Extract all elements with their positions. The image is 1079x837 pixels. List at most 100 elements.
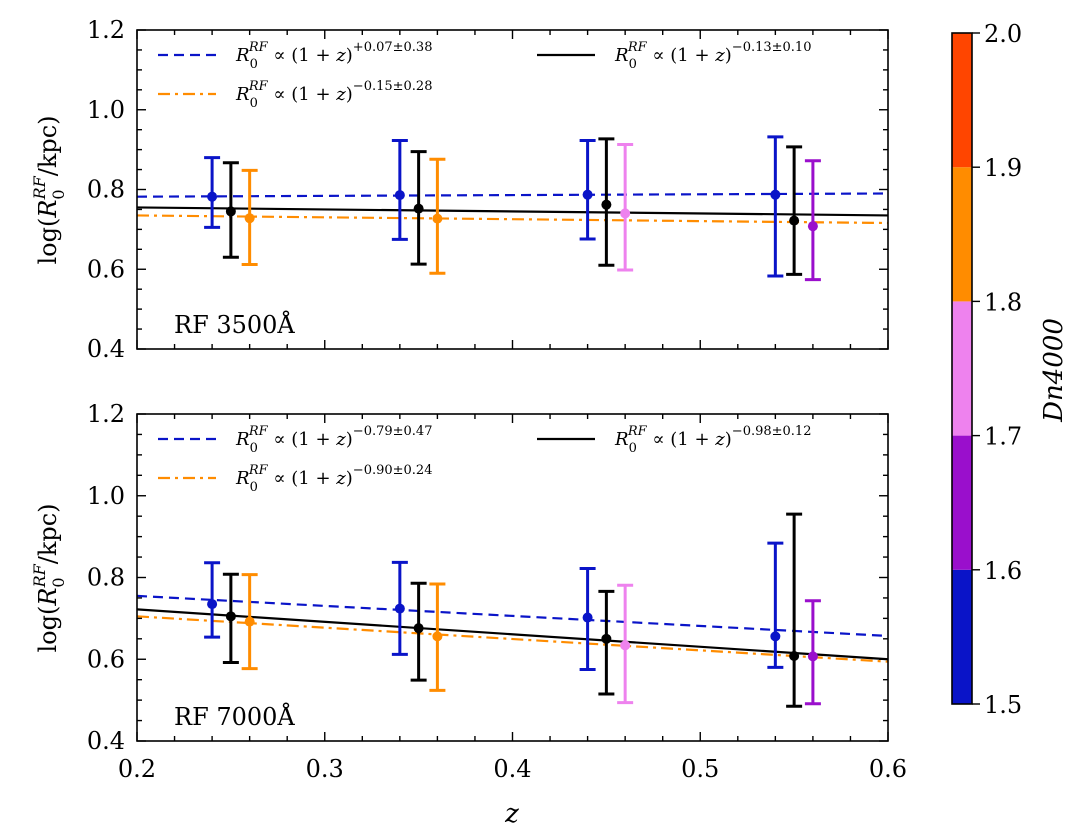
data-point-group bbox=[579, 138, 596, 241]
data-point bbox=[225, 206, 236, 217]
data-point bbox=[770, 189, 781, 200]
fit-line-blue bbox=[137, 594, 888, 638]
x-tick-label: 0.3 bbox=[306, 755, 344, 783]
colorbar-label: Dn4000 bbox=[1039, 318, 1069, 423]
data-point-group bbox=[241, 573, 258, 671]
data-point bbox=[432, 631, 443, 642]
data-point bbox=[413, 203, 424, 214]
panel-2: 0.4 0.6 0.8 1.0 1.2 RF 7000Å R0RF ∝ (1 + z)−0.… bbox=[87, 400, 889, 755]
data-point bbox=[789, 650, 800, 661]
fit-line-orange bbox=[137, 214, 888, 225]
colorbar-band bbox=[952, 167, 972, 302]
colorbar-band bbox=[952, 435, 972, 570]
data-point bbox=[225, 611, 236, 622]
data-point bbox=[413, 623, 424, 634]
fit-line-black bbox=[137, 608, 888, 661]
legend-entry-orange: R0RF ∝ (1 + z)−0.90±0.24 bbox=[158, 463, 432, 495]
y-tick-label: 0.4 bbox=[87, 335, 125, 363]
data-point-group bbox=[767, 135, 784, 278]
data-point bbox=[244, 213, 255, 224]
y-tick-label: 0.8 bbox=[87, 564, 125, 592]
y-tick-label: 0.6 bbox=[87, 255, 125, 283]
legend-label: R0RF ∝ (1 + z)+0.07±0.38 bbox=[235, 40, 432, 72]
legend-entry-black: R0RF ∝ (1 + z)−0.13±0.10 bbox=[537, 40, 811, 72]
panel-label: RF 3500Å bbox=[174, 310, 295, 339]
data-point-group bbox=[204, 561, 221, 639]
colorbar-frame bbox=[951, 32, 973, 705]
colorbar-tick-label: 1.7 bbox=[984, 423, 1022, 451]
data-point-group bbox=[410, 150, 427, 266]
data-point-group bbox=[786, 145, 803, 276]
data-point-group bbox=[241, 168, 258, 266]
x-tick-label: 0.2 bbox=[118, 755, 156, 783]
colorbar-band bbox=[952, 33, 972, 168]
data-point-group bbox=[429, 582, 446, 692]
x-tick-label: 0.5 bbox=[681, 755, 719, 783]
data-point bbox=[207, 599, 218, 610]
data-point bbox=[582, 612, 593, 623]
data-point bbox=[807, 221, 818, 232]
data-point-group bbox=[204, 156, 221, 229]
y-tick-label: 1.0 bbox=[87, 96, 125, 124]
data-point-group bbox=[222, 572, 239, 665]
data-point-group bbox=[804, 599, 821, 706]
colorbar-band bbox=[952, 301, 972, 436]
data-point bbox=[244, 616, 255, 627]
legend-entry-blue: R0RF ∝ (1 + z)+0.07±0.38 bbox=[158, 40, 432, 72]
data-point bbox=[620, 208, 631, 219]
fit-line-orange bbox=[137, 615, 888, 663]
legend-entry-black: R0RF ∝ (1 + z)−0.98±0.12 bbox=[537, 424, 811, 456]
fit-line-blue bbox=[137, 192, 888, 198]
y-axis-title: log(R0RF/kpc) bbox=[30, 115, 68, 264]
colorbar-tick-label: 1.5 bbox=[984, 691, 1022, 719]
data-point bbox=[394, 603, 405, 614]
colorbar-tick-label: 1.9 bbox=[984, 154, 1022, 182]
x-axis-title: z bbox=[504, 799, 519, 829]
y-tick-label: 0.4 bbox=[87, 727, 125, 755]
data-point bbox=[807, 651, 818, 662]
colorbar: 1.5 1.6 1.7 1.8 1.9 2.0 Dn4000 bbox=[951, 20, 1069, 719]
data-point-group bbox=[617, 583, 634, 705]
data-point-group bbox=[222, 161, 239, 259]
data-point bbox=[601, 199, 612, 210]
data-point-group bbox=[804, 159, 821, 282]
legend-label: R0RF ∝ (1 + z)−0.98±0.12 bbox=[614, 424, 811, 456]
y-tick-label: 0.6 bbox=[87, 645, 125, 673]
data-point bbox=[394, 190, 405, 201]
colorbar-tick-label: 2.0 bbox=[984, 20, 1022, 48]
x-tick-label: 0.6 bbox=[869, 755, 907, 783]
y-tick-label: 1.2 bbox=[87, 400, 125, 428]
data-point bbox=[582, 189, 593, 200]
data-point bbox=[601, 633, 612, 644]
data-point-group bbox=[579, 567, 596, 671]
legend-entry-orange: R0RF ∝ (1 + z)−0.15±0.28 bbox=[158, 79, 432, 111]
y-tick-label: 1.2 bbox=[87, 16, 125, 44]
y-tick-label: 1.0 bbox=[87, 482, 125, 510]
data-point bbox=[789, 215, 800, 226]
legend-label: R0RF ∝ (1 + z)−0.13±0.10 bbox=[614, 40, 811, 72]
fit-line-black bbox=[137, 206, 888, 217]
colorbar-tick-label: 1.8 bbox=[984, 288, 1022, 316]
data-point bbox=[620, 640, 631, 651]
colorbar-tick-label: 1.6 bbox=[984, 557, 1022, 585]
data-point-group bbox=[786, 512, 803, 708]
legend-label: R0RF ∝ (1 + z)−0.15±0.28 bbox=[235, 79, 432, 111]
colorbar-band bbox=[952, 569, 972, 704]
data-point-group bbox=[767, 541, 784, 669]
data-point bbox=[770, 631, 781, 642]
data-point-group bbox=[598, 589, 615, 696]
panel-label: RF 7000Å bbox=[174, 702, 295, 731]
y-axis-title: log(R0RF/kpc) bbox=[30, 503, 68, 652]
data-point-group bbox=[391, 560, 408, 656]
data-point bbox=[432, 213, 443, 224]
legend-label: R0RF ∝ (1 + z)−0.90±0.24 bbox=[235, 463, 432, 495]
data-point-group bbox=[410, 581, 427, 682]
data-point-group bbox=[598, 137, 615, 267]
plot-layer: 0.4 0.6 0.8 1.0 1.2 RF 3500Å R0RF ∝ (1 + z)+0.… bbox=[30, 16, 1069, 829]
legend-entry-blue: R0RF ∝ (1 + z)−0.79±0.47 bbox=[158, 424, 432, 456]
data-point-group bbox=[617, 142, 634, 272]
data-point-group bbox=[391, 138, 408, 241]
data-point-group bbox=[429, 157, 446, 275]
panel-1: 0.4 0.6 0.8 1.0 1.2 RF 3500Å R0RF ∝ (1 + z)+0.… bbox=[87, 16, 889, 363]
